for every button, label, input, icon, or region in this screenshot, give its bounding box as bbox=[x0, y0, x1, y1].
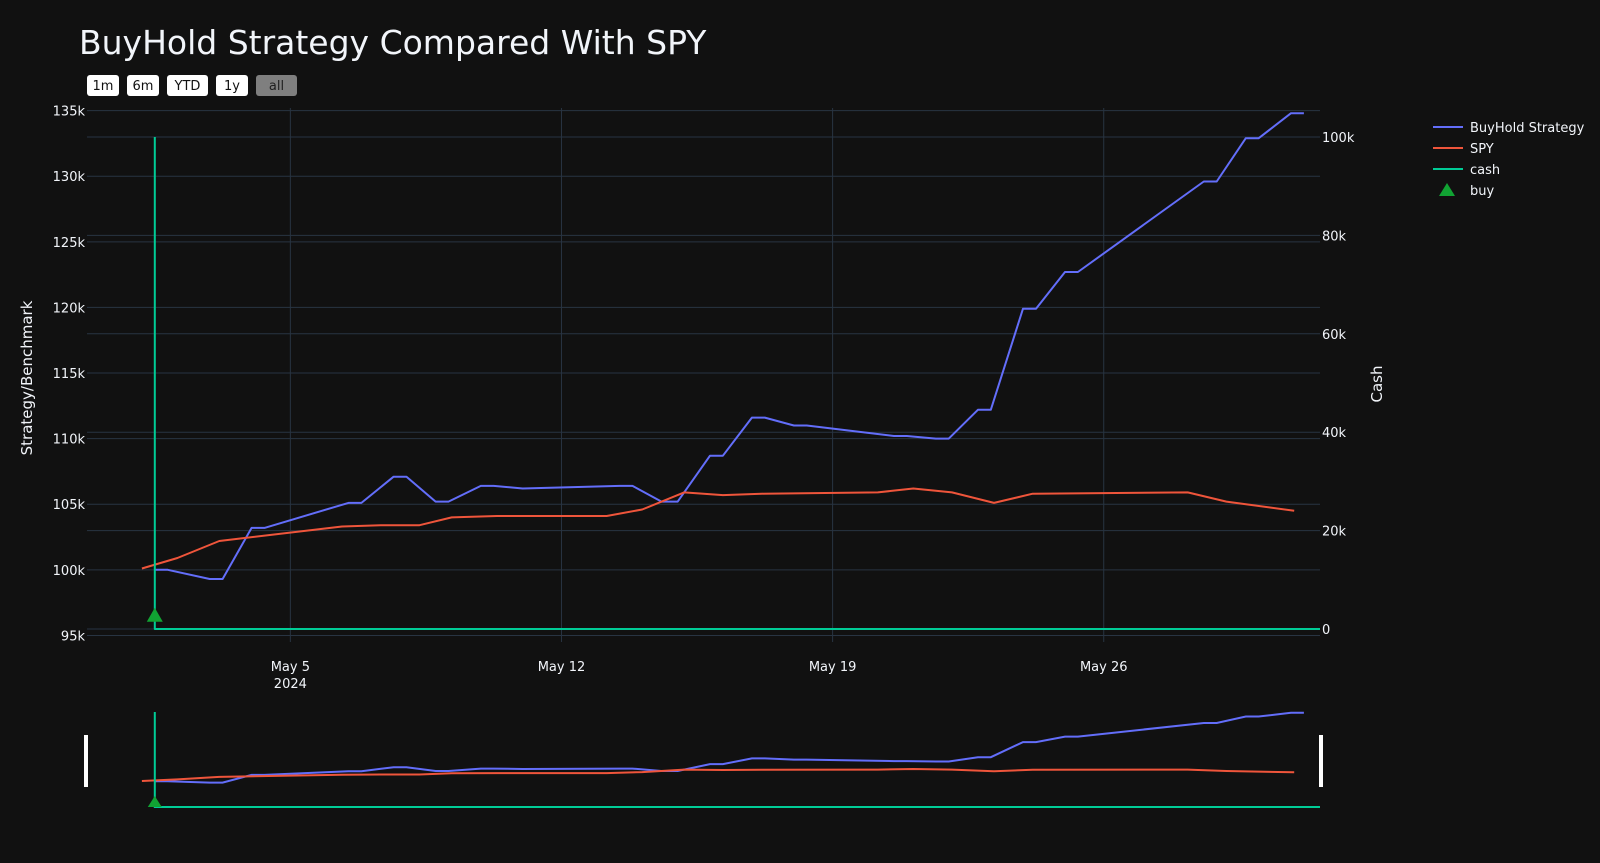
legend-triangle-icon bbox=[1439, 183, 1455, 196]
legend-label[interactable]: buy bbox=[1470, 184, 1494, 199]
range-button-6m[interactable]: 6m bbox=[127, 75, 159, 96]
x-tick-label: May 19 bbox=[809, 660, 857, 675]
legend-item-spy[interactable]: SPY bbox=[1433, 142, 1494, 157]
chart-title: BuyHold Strategy Compared With SPY bbox=[79, 23, 707, 62]
range-button-label[interactable]: YTD bbox=[174, 79, 201, 94]
range-selector: 1m 6m YTD 1y all bbox=[87, 75, 297, 96]
x-tick-label: May 5 bbox=[271, 660, 310, 675]
y2-tick-label: 100k bbox=[1322, 131, 1355, 146]
y-tick-label: 130k bbox=[53, 170, 86, 185]
range-button-bg[interactable] bbox=[216, 75, 248, 96]
y2-tick-label: 80k bbox=[1322, 229, 1347, 244]
legend-label[interactable]: BuyHold Strategy bbox=[1470, 121, 1585, 136]
legend-label[interactable]: cash bbox=[1470, 163, 1500, 178]
range-button-all[interactable]: all bbox=[256, 75, 297, 96]
slider-line-buyhold-strategy bbox=[154, 711, 1304, 784]
legend-item-buy[interactable]: buy bbox=[1439, 183, 1494, 199]
grid-lines bbox=[87, 108, 1320, 642]
legend-label[interactable]: SPY bbox=[1470, 142, 1494, 157]
range-button-1m[interactable]: 1m bbox=[87, 75, 119, 96]
y2-axis-title: Cash bbox=[1368, 366, 1386, 403]
y2-tick-label: 40k bbox=[1322, 426, 1347, 441]
legend-item-cash[interactable]: cash bbox=[1433, 163, 1500, 178]
range-button-label[interactable]: all bbox=[269, 79, 284, 94]
y-tick-label: 135k bbox=[53, 105, 86, 120]
series-line-spy bbox=[141, 487, 1295, 570]
series-line-buyhold-strategy bbox=[154, 112, 1304, 580]
y2-tick-label: 0 bbox=[1322, 623, 1330, 638]
slider-line-cash bbox=[153, 712, 1320, 808]
y-tick-label: 125k bbox=[53, 236, 86, 251]
series-lines bbox=[141, 112, 1320, 630]
series-line-cash bbox=[153, 137, 1320, 630]
slider-buy-marker bbox=[147, 796, 162, 807]
range-button-label[interactable]: 1y bbox=[224, 79, 240, 94]
y-axis-ticks: 95k 100k 105k 110k 115k 120k 125k 130k 135k bbox=[53, 105, 86, 645]
range-button-label[interactable]: 1m bbox=[93, 79, 114, 94]
y-tick-label: 105k bbox=[53, 498, 86, 513]
range-button-1y[interactable]: 1y bbox=[216, 75, 248, 96]
legend: BuyHold Strategy SPY cash buy bbox=[1433, 121, 1585, 199]
range-button-label[interactable]: 6m bbox=[133, 79, 154, 94]
y-tick-label: 95k bbox=[61, 629, 86, 644]
x-axis-ticks: May 5 2024 May 12 May 19 May 26 bbox=[271, 660, 1128, 692]
range-button-bg[interactable] bbox=[87, 75, 119, 96]
buy-marker bbox=[146, 607, 163, 622]
y-tick-label: 120k bbox=[53, 301, 86, 316]
x-tick-label: May 12 bbox=[538, 660, 586, 675]
range-slider[interactable] bbox=[84, 711, 1323, 808]
y-tick-label: 110k bbox=[53, 433, 86, 448]
range-button-bg[interactable] bbox=[256, 75, 297, 96]
y-tick-label: 115k bbox=[53, 367, 86, 382]
x-tick-sublabel: 2024 bbox=[274, 677, 307, 692]
slider-handle-left[interactable] bbox=[84, 735, 88, 787]
slider-line-spy bbox=[141, 767, 1295, 782]
y2-tick-label: 20k bbox=[1322, 525, 1347, 540]
range-button-ytd[interactable]: YTD bbox=[167, 75, 208, 96]
legend-item-buyhold-strategy[interactable]: BuyHold Strategy bbox=[1433, 121, 1585, 136]
slider-handle-right[interactable] bbox=[1319, 735, 1323, 787]
buy-markers bbox=[146, 607, 163, 622]
y-tick-label: 100k bbox=[53, 564, 86, 579]
range-button-bg[interactable] bbox=[167, 75, 208, 96]
y2-tick-label: 60k bbox=[1322, 328, 1347, 343]
y-axis-title: Strategy/Benchmark bbox=[18, 300, 36, 455]
range-button-bg[interactable] bbox=[127, 75, 159, 96]
x-tick-label: May 26 bbox=[1080, 660, 1128, 675]
y2-axis-ticks: 0 20k 40k 60k 80k 100k bbox=[1322, 131, 1355, 638]
